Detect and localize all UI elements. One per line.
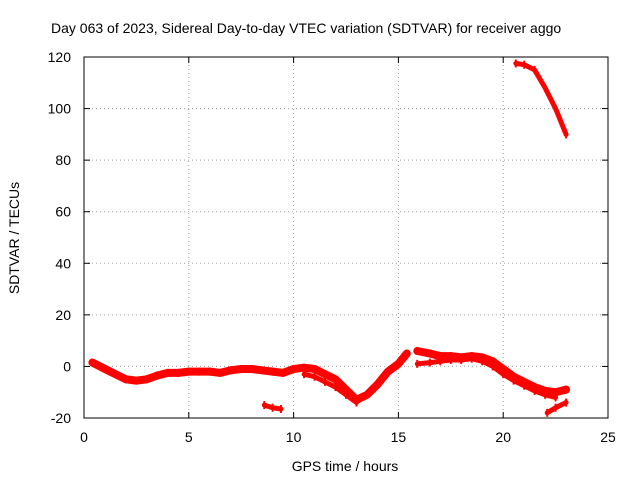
chart-title: Day 063 of 2023, Sidereal Day-to-day VTE… <box>51 20 561 36</box>
y-axis-label: SDTVAR / TECUs <box>6 182 22 294</box>
x-tick-label: 25 <box>600 429 616 445</box>
data-series <box>88 59 571 417</box>
axis-ticks <box>83 56 609 419</box>
series-high-arc <box>513 60 569 137</box>
y-tick-label: 40 <box>55 255 71 271</box>
x-tick-label: 5 <box>185 429 193 445</box>
grid-lines <box>84 57 608 418</box>
y-tick-label: 20 <box>55 307 71 323</box>
x-tick-label: 0 <box>80 429 88 445</box>
series-tail-low <box>544 400 569 416</box>
y-tick-label: -20 <box>51 410 71 426</box>
y-tick-label: 0 <box>63 358 71 374</box>
plot-frame <box>83 56 609 419</box>
x-tick-label: 20 <box>495 429 511 445</box>
x-axis-label: GPS time / hours <box>292 458 399 474</box>
y-tick-label: 80 <box>55 152 71 168</box>
series-main-band <box>88 349 411 404</box>
x-tick-label: 10 <box>286 429 302 445</box>
y-tick-labels: -20 0 20 40 60 80 100 120 <box>48 49 72 426</box>
x-tick-label: 15 <box>391 429 407 445</box>
series-main-band-lower <box>301 371 359 405</box>
x-tick-labels: 0 5 10 15 20 25 <box>80 429 616 445</box>
y-tick-label: 100 <box>48 101 72 117</box>
series-mid-band-lower <box>414 356 559 400</box>
y-tick-label: 120 <box>48 49 72 65</box>
y-tick-label: 60 <box>55 204 71 220</box>
